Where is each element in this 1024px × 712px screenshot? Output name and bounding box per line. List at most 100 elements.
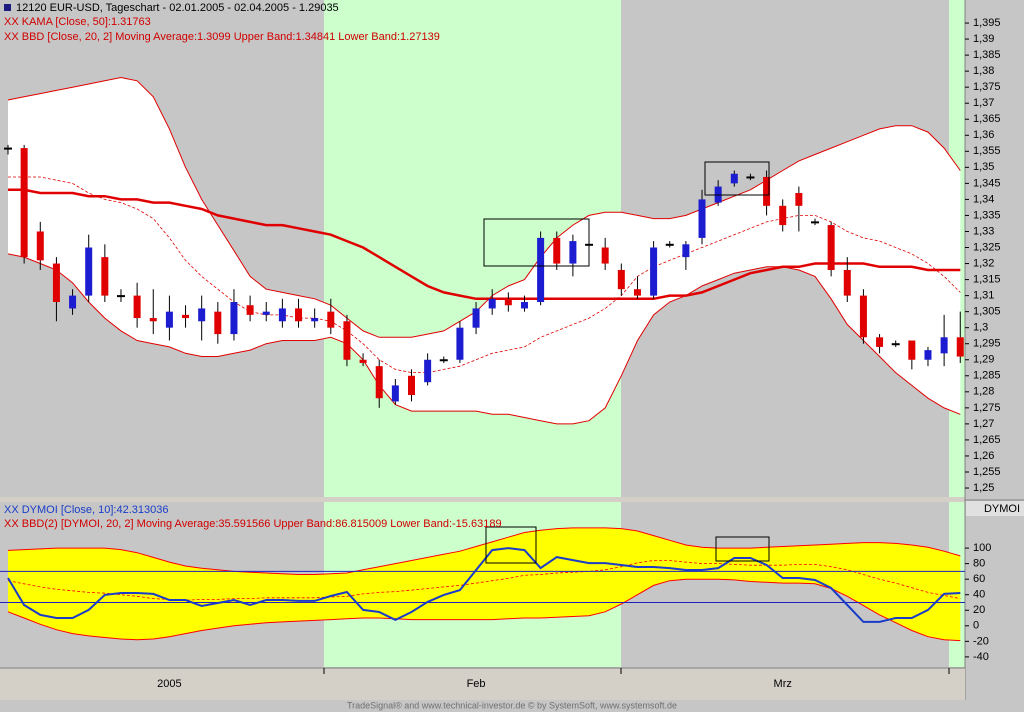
y-tick-label: 20 (973, 604, 985, 616)
band-fill (8, 77, 961, 424)
y-tick-label: 1,29 (973, 354, 994, 366)
y-tick-label: 1,385 (973, 49, 1001, 61)
y-tick-label: -20 (973, 635, 989, 647)
y-tick-label: 1,39 (973, 33, 994, 45)
candle-body (295, 308, 303, 322)
candle-body (488, 298, 496, 309)
annotation-box (485, 526, 537, 564)
candle-body (650, 247, 658, 296)
candle-body (408, 375, 415, 396)
pane-label-box (966, 501, 1024, 516)
candle-body (779, 205, 787, 226)
y-tick-label: 1,35 (973, 161, 994, 173)
y-tick-label: 1,315 (973, 273, 1001, 285)
y-tick-label: 1,3 (973, 322, 988, 334)
x-tick-label: Feb (467, 678, 486, 690)
y-tick-label: 1,32 (973, 257, 994, 269)
lower-band (7, 578, 961, 642)
upper-band (7, 527, 961, 575)
y-tick-label: 100 (973, 542, 991, 554)
y-tick-label: 1,25 (973, 482, 994, 494)
band-fill (8, 527, 961, 641)
candle-body (665, 243, 674, 246)
candle-body (876, 337, 884, 347)
candle-body (472, 308, 480, 328)
candle-body (52, 263, 60, 303)
y-tick-label: 60 (973, 573, 985, 585)
candle-body (359, 359, 367, 363)
candle-body (149, 318, 157, 322)
candle-body (424, 359, 432, 383)
y-tick-label: 1,285 (973, 370, 1001, 382)
y-tick-label: 1,34 (973, 193, 994, 205)
moving-average (7, 560, 961, 601)
candle-body (859, 295, 867, 338)
candle-body (924, 350, 932, 360)
candle-body (69, 295, 77, 309)
candle-body (116, 295, 125, 298)
y-tick-label: 1,395 (973, 17, 1001, 29)
y-tick-label: 1,36 (973, 129, 994, 141)
candle-body (278, 308, 286, 322)
candle-body (698, 199, 706, 238)
candle-body (553, 237, 561, 264)
pane-label: DYMOI (984, 503, 1020, 515)
candle-body (763, 176, 771, 206)
y-tick-label: 1,355 (973, 145, 1001, 157)
annotation-box (483, 218, 590, 267)
moving-average (8, 176, 961, 373)
candle-body (165, 311, 173, 328)
y-tick-label: 1,305 (973, 306, 1001, 318)
chart-title: 12120 EUR-USD, Tageschart - 02.01.2005 -… (16, 2, 339, 14)
kama-line (8, 188, 961, 301)
candle-body (537, 237, 545, 303)
y-tick-label: 1,295 (973, 338, 1001, 350)
y-tick-label: -40 (973, 651, 989, 663)
candle-body (391, 385, 399, 402)
plot (0, 76, 965, 642)
y-tick-label: 1,345 (973, 177, 1001, 189)
candle-body (246, 305, 254, 315)
candle-body (327, 311, 335, 328)
candle-body (4, 147, 12, 150)
candle-body (101, 257, 109, 296)
annotation-box (704, 161, 770, 196)
candle-body (520, 302, 528, 309)
candle-body (601, 247, 609, 264)
candle-body (182, 314, 190, 319)
x-axis-bar (0, 668, 965, 700)
candle-body (20, 148, 28, 258)
y-tick-label: 1,325 (973, 241, 1001, 253)
candle-body (262, 311, 270, 315)
candle-body (940, 337, 948, 354)
legend-entry: XX KAMA [Close, 50]:1.31763 (4, 16, 151, 28)
y-tick-label: 1,265 (973, 434, 1001, 446)
legend-entry: XX BBD [Close, 20, 2] Moving Average:1.3… (4, 31, 440, 43)
y-tick-label: 1,365 (973, 113, 1001, 125)
y-tick-label: 80 (973, 558, 985, 570)
y-tick-label: 1,38 (973, 65, 994, 77)
icon (4, 4, 11, 11)
candle-body (214, 311, 222, 335)
candle-body (956, 337, 964, 357)
candle-body (843, 269, 851, 296)
y-tick-label: 1,375 (973, 81, 1001, 93)
x-tick-label: 2005 (157, 678, 181, 690)
legend-entry: XX DYMOI [Close, 10]:42.313036 (4, 504, 168, 516)
candle-body (811, 221, 819, 224)
candle-body (827, 225, 835, 270)
candle-body (36, 231, 44, 261)
y-tick-label: 1,27 (973, 418, 994, 430)
candle-body (908, 340, 916, 360)
dymoi-line (7, 547, 961, 623)
legend-entry: XX BBD(2) [DYMOI, 20, 2] Moving Average:… (4, 518, 502, 530)
candle-body (504, 298, 512, 306)
candle-body (891, 343, 900, 346)
candle-body (456, 327, 464, 360)
candle-body (230, 302, 238, 335)
candle-body (439, 359, 448, 362)
y-tick-label: 1,275 (973, 402, 1001, 414)
candle-body (198, 308, 206, 322)
